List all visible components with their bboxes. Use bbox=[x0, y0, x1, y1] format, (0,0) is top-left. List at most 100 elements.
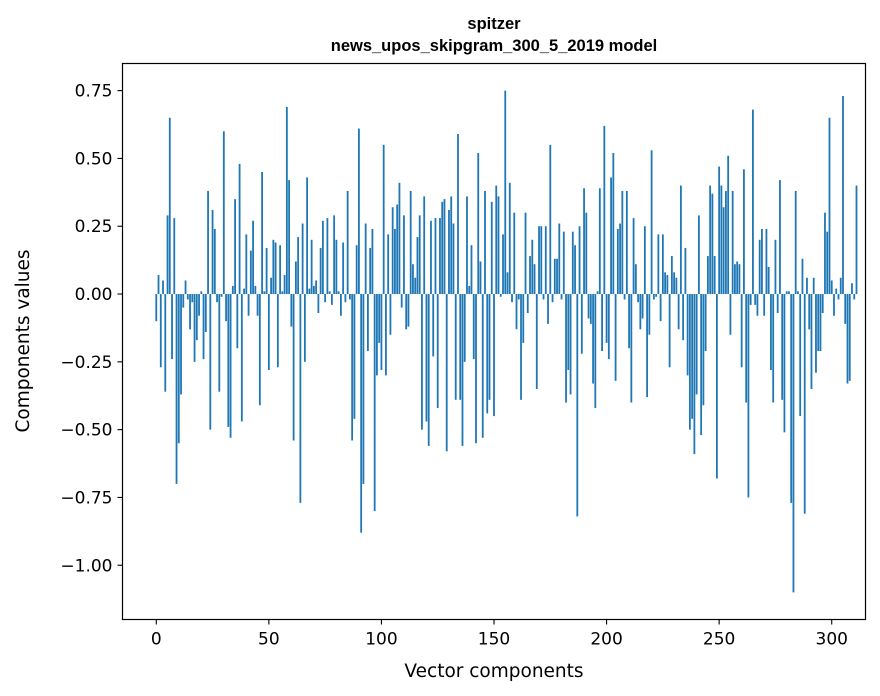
bar-3 bbox=[162, 280, 164, 295]
bar-191 bbox=[585, 212, 588, 295]
bar-302 bbox=[835, 288, 838, 295]
y-tick-label: −0.25 bbox=[60, 353, 112, 373]
bar-266 bbox=[754, 294, 757, 305]
bar-252 bbox=[722, 207, 725, 295]
bar-244 bbox=[704, 294, 707, 351]
bar-61 bbox=[292, 294, 295, 441]
bar-42 bbox=[249, 250, 252, 295]
bar-270 bbox=[763, 294, 766, 316]
x-axis: 0 50 100 150 200 250 300 bbox=[151, 619, 848, 650]
bar-304 bbox=[839, 277, 842, 295]
bar-93 bbox=[364, 223, 367, 295]
bar-181 bbox=[562, 231, 565, 295]
bar-240 bbox=[695, 294, 698, 395]
bar-100 bbox=[380, 294, 383, 370]
bar-68 bbox=[308, 288, 311, 295]
bar-279 bbox=[783, 294, 786, 433]
bar-182 bbox=[565, 294, 567, 403]
bar-63 bbox=[297, 237, 300, 295]
bar-54 bbox=[276, 294, 279, 368]
y-tick-label: 0.25 bbox=[75, 217, 113, 237]
bar-142 bbox=[475, 294, 477, 444]
y-axis-label: Components values bbox=[13, 249, 34, 432]
bar-174 bbox=[547, 294, 549, 324]
bar-145 bbox=[481, 294, 484, 438]
bar-82 bbox=[340, 294, 342, 316]
bar-105 bbox=[391, 207, 394, 295]
bar-144 bbox=[479, 261, 482, 295]
bar-255 bbox=[729, 294, 732, 335]
bar-259 bbox=[738, 264, 741, 295]
bar-14 bbox=[186, 294, 189, 300]
y-tick-label: 0.50 bbox=[75, 149, 113, 169]
bar-193 bbox=[589, 294, 592, 324]
bar-35 bbox=[234, 199, 236, 295]
bar-89 bbox=[355, 245, 358, 295]
bar-308 bbox=[848, 294, 851, 381]
bar-47 bbox=[261, 171, 263, 295]
bar-124 bbox=[434, 218, 437, 295]
bar-164 bbox=[524, 212, 527, 295]
bar-267 bbox=[756, 294, 759, 316]
x-tick-label: 100 bbox=[365, 630, 397, 650]
bar-151 bbox=[495, 185, 498, 295]
bar-143 bbox=[477, 153, 480, 295]
bar-179 bbox=[558, 223, 561, 295]
bar-297 bbox=[824, 212, 826, 295]
x-tick-label: 150 bbox=[478, 630, 510, 650]
bar-232 bbox=[677, 294, 680, 330]
bar-256 bbox=[731, 190, 734, 295]
bar-23 bbox=[207, 190, 209, 295]
bar-170 bbox=[538, 226, 540, 295]
bar-103 bbox=[387, 234, 390, 295]
bar-24 bbox=[209, 294, 212, 430]
bar-173 bbox=[544, 226, 547, 295]
bar-76 bbox=[326, 218, 329, 295]
bar-214 bbox=[637, 294, 639, 303]
bar-268 bbox=[758, 239, 761, 295]
x-tick-label: 250 bbox=[703, 630, 735, 650]
bar-29 bbox=[220, 294, 223, 297]
bar-213 bbox=[634, 264, 637, 295]
bar-10 bbox=[177, 294, 180, 444]
bar-136 bbox=[461, 294, 464, 446]
bar-18 bbox=[195, 294, 198, 341]
bar-305 bbox=[842, 96, 844, 295]
bar-26 bbox=[213, 228, 216, 295]
bar-79 bbox=[333, 215, 336, 295]
bar-129 bbox=[445, 294, 448, 452]
bar-242 bbox=[700, 294, 703, 436]
bar-102 bbox=[385, 294, 387, 376]
bar-219 bbox=[648, 294, 651, 335]
bar-207 bbox=[621, 190, 624, 295]
bar-229 bbox=[670, 256, 673, 295]
bar-84 bbox=[344, 294, 347, 303]
bar-239 bbox=[693, 294, 696, 455]
bar-77 bbox=[328, 291, 331, 295]
bar-148 bbox=[488, 294, 491, 400]
bar-208 bbox=[623, 294, 626, 300]
bar-134 bbox=[457, 134, 459, 295]
bar-200 bbox=[605, 294, 608, 343]
bar-218 bbox=[646, 294, 648, 398]
bar-286 bbox=[799, 294, 802, 417]
bar-123 bbox=[432, 294, 435, 357]
bar-204 bbox=[614, 294, 617, 381]
bar-187 bbox=[576, 294, 579, 517]
bar-274 bbox=[772, 294, 775, 403]
bar-16 bbox=[191, 294, 194, 303]
bar-184 bbox=[569, 294, 572, 395]
bar-37 bbox=[238, 163, 241, 295]
bar-234 bbox=[682, 294, 685, 341]
bar-172 bbox=[542, 294, 545, 300]
bar-60 bbox=[290, 294, 293, 327]
bar-96 bbox=[371, 228, 374, 295]
bar-13 bbox=[184, 280, 187, 295]
bar-81 bbox=[337, 291, 340, 295]
bar-28 bbox=[218, 294, 221, 392]
bar-197 bbox=[598, 188, 601, 295]
bar-238 bbox=[691, 294, 694, 419]
bar-215 bbox=[639, 294, 642, 330]
bar-243 bbox=[702, 294, 705, 406]
bar-198 bbox=[601, 294, 603, 351]
